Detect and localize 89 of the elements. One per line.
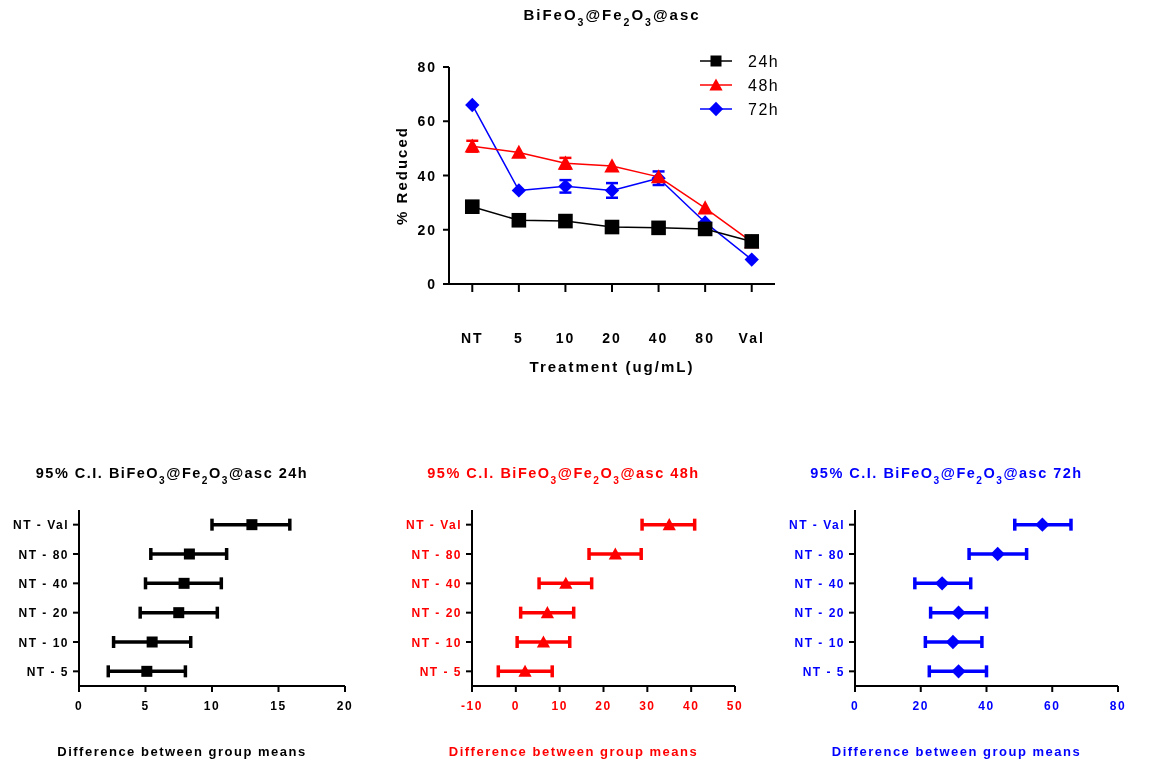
point (511, 144, 527, 159)
point (945, 634, 961, 650)
y-tick-label: 60 (417, 113, 437, 130)
point (540, 606, 554, 619)
y-tick-label: NT - 10 (411, 635, 462, 650)
y-tick-label: NT - Val (405, 518, 462, 533)
y-axis-title: % Reduced (393, 126, 410, 225)
y-tick-label: NT - 5 (419, 664, 462, 679)
point (178, 577, 190, 589)
y-tick-label: NT - Val (12, 518, 69, 533)
x-tick-label: 5 (513, 330, 524, 346)
x-tick-label: 40 (648, 330, 669, 346)
legend-label: 48h (748, 77, 780, 94)
y-tick-label: NT - 40 (794, 576, 845, 591)
y-tick-label: NT - Val (788, 518, 845, 533)
point (465, 97, 480, 113)
x-tick-label: 80 (695, 330, 715, 346)
point (951, 605, 966, 620)
x-tick-label: 20 (912, 699, 929, 713)
x-tick-label: 40 (682, 699, 700, 713)
y-tick-label: NT - 5 (26, 664, 69, 679)
x-tick-label: 20 (595, 699, 612, 713)
x-tick-label: 0 (850, 699, 860, 713)
y-tick-label: NT - 20 (18, 606, 69, 621)
point (464, 199, 480, 214)
point (934, 576, 950, 591)
point (511, 212, 527, 228)
y-tick-label: NT - 40 (411, 576, 462, 591)
x-tick-label: 20 (602, 330, 622, 346)
x-tick-label: 60 (1044, 699, 1061, 713)
point (1035, 517, 1050, 532)
x-tick-label: Val (738, 330, 765, 346)
x-axis-title: Treatment (ug/mL) (529, 358, 695, 375)
x-axis-title: Difference between group means (57, 744, 307, 759)
x-tick-label: 50 (726, 699, 744, 713)
y-tick-label: NT - 10 (794, 635, 845, 650)
y-tick-label: NT - 10 (18, 635, 69, 650)
point (990, 546, 1005, 562)
y-tick-label: NT - 20 (794, 606, 845, 621)
point (536, 635, 551, 648)
x-tick-label: 15 (270, 699, 287, 713)
point (146, 636, 158, 648)
chart-title: BiFeO$_{3}$@Fe$_{2}$O$_{3}$@asc (523, 6, 701, 28)
x-axis-title: Difference between group means (448, 744, 699, 759)
point (173, 607, 185, 619)
y-tick-label: 20 (417, 221, 437, 238)
y-tick-label: NT - 80 (794, 547, 845, 562)
y-tick-label: 80 (417, 59, 437, 75)
y-tick-label: 40 (417, 167, 437, 184)
y-tick-label: 0 (427, 276, 437, 292)
point (662, 518, 676, 531)
chart-title: 95% C.I. BiFeO$_{3}$@Fe$_{2}$O$_{3}$@asc 48h (427, 465, 700, 486)
x-tick-label: 0 (511, 699, 520, 713)
point (697, 221, 713, 237)
x-tick-label: 10 (551, 699, 568, 713)
point (141, 665, 153, 677)
point (518, 664, 532, 677)
y-tick-label: NT - 80 (18, 547, 69, 562)
point (744, 252, 759, 267)
point (511, 183, 527, 198)
point (951, 664, 966, 679)
point (559, 576, 573, 589)
legend-label: 24h (748, 53, 780, 70)
y-tick-label: NT - 80 (411, 547, 462, 562)
x-tick-label: 30 (639, 699, 656, 713)
point (604, 219, 620, 235)
x-tick-label: -10 (461, 699, 483, 713)
x-tick-label: 20 (336, 699, 354, 713)
point (604, 158, 620, 173)
chart-title: 95% C.I. BiFeO$_{3}$@Fe$_{2}$O$_{3}$@asc 72h (810, 465, 1083, 486)
x-tick-label: 0 (74, 699, 84, 713)
point (183, 548, 195, 560)
legend-label: 72h (748, 101, 780, 118)
point (558, 213, 573, 229)
point (608, 547, 622, 560)
x-tick-label: 40 (978, 699, 995, 713)
x-tick-label: 10 (555, 330, 576, 346)
x-axis-title: Difference between group means (831, 744, 1082, 759)
y-tick-label: NT - 20 (411, 606, 462, 621)
x-tick-label: 80 (1109, 699, 1127, 713)
point (651, 220, 666, 236)
y-tick-label: NT - 40 (18, 576, 69, 591)
point (697, 200, 713, 215)
x-tick-label: 10 (203, 699, 221, 713)
x-tick-label: NT (460, 330, 484, 346)
y-tick-label: NT - 5 (802, 664, 845, 679)
chart-title: 95% C.I. BiFeO$_{3}$@Fe$_{2}$O$_{3}$@asc 24h (35, 465, 309, 486)
point (246, 519, 258, 531)
x-tick-label: 5 (141, 699, 150, 713)
